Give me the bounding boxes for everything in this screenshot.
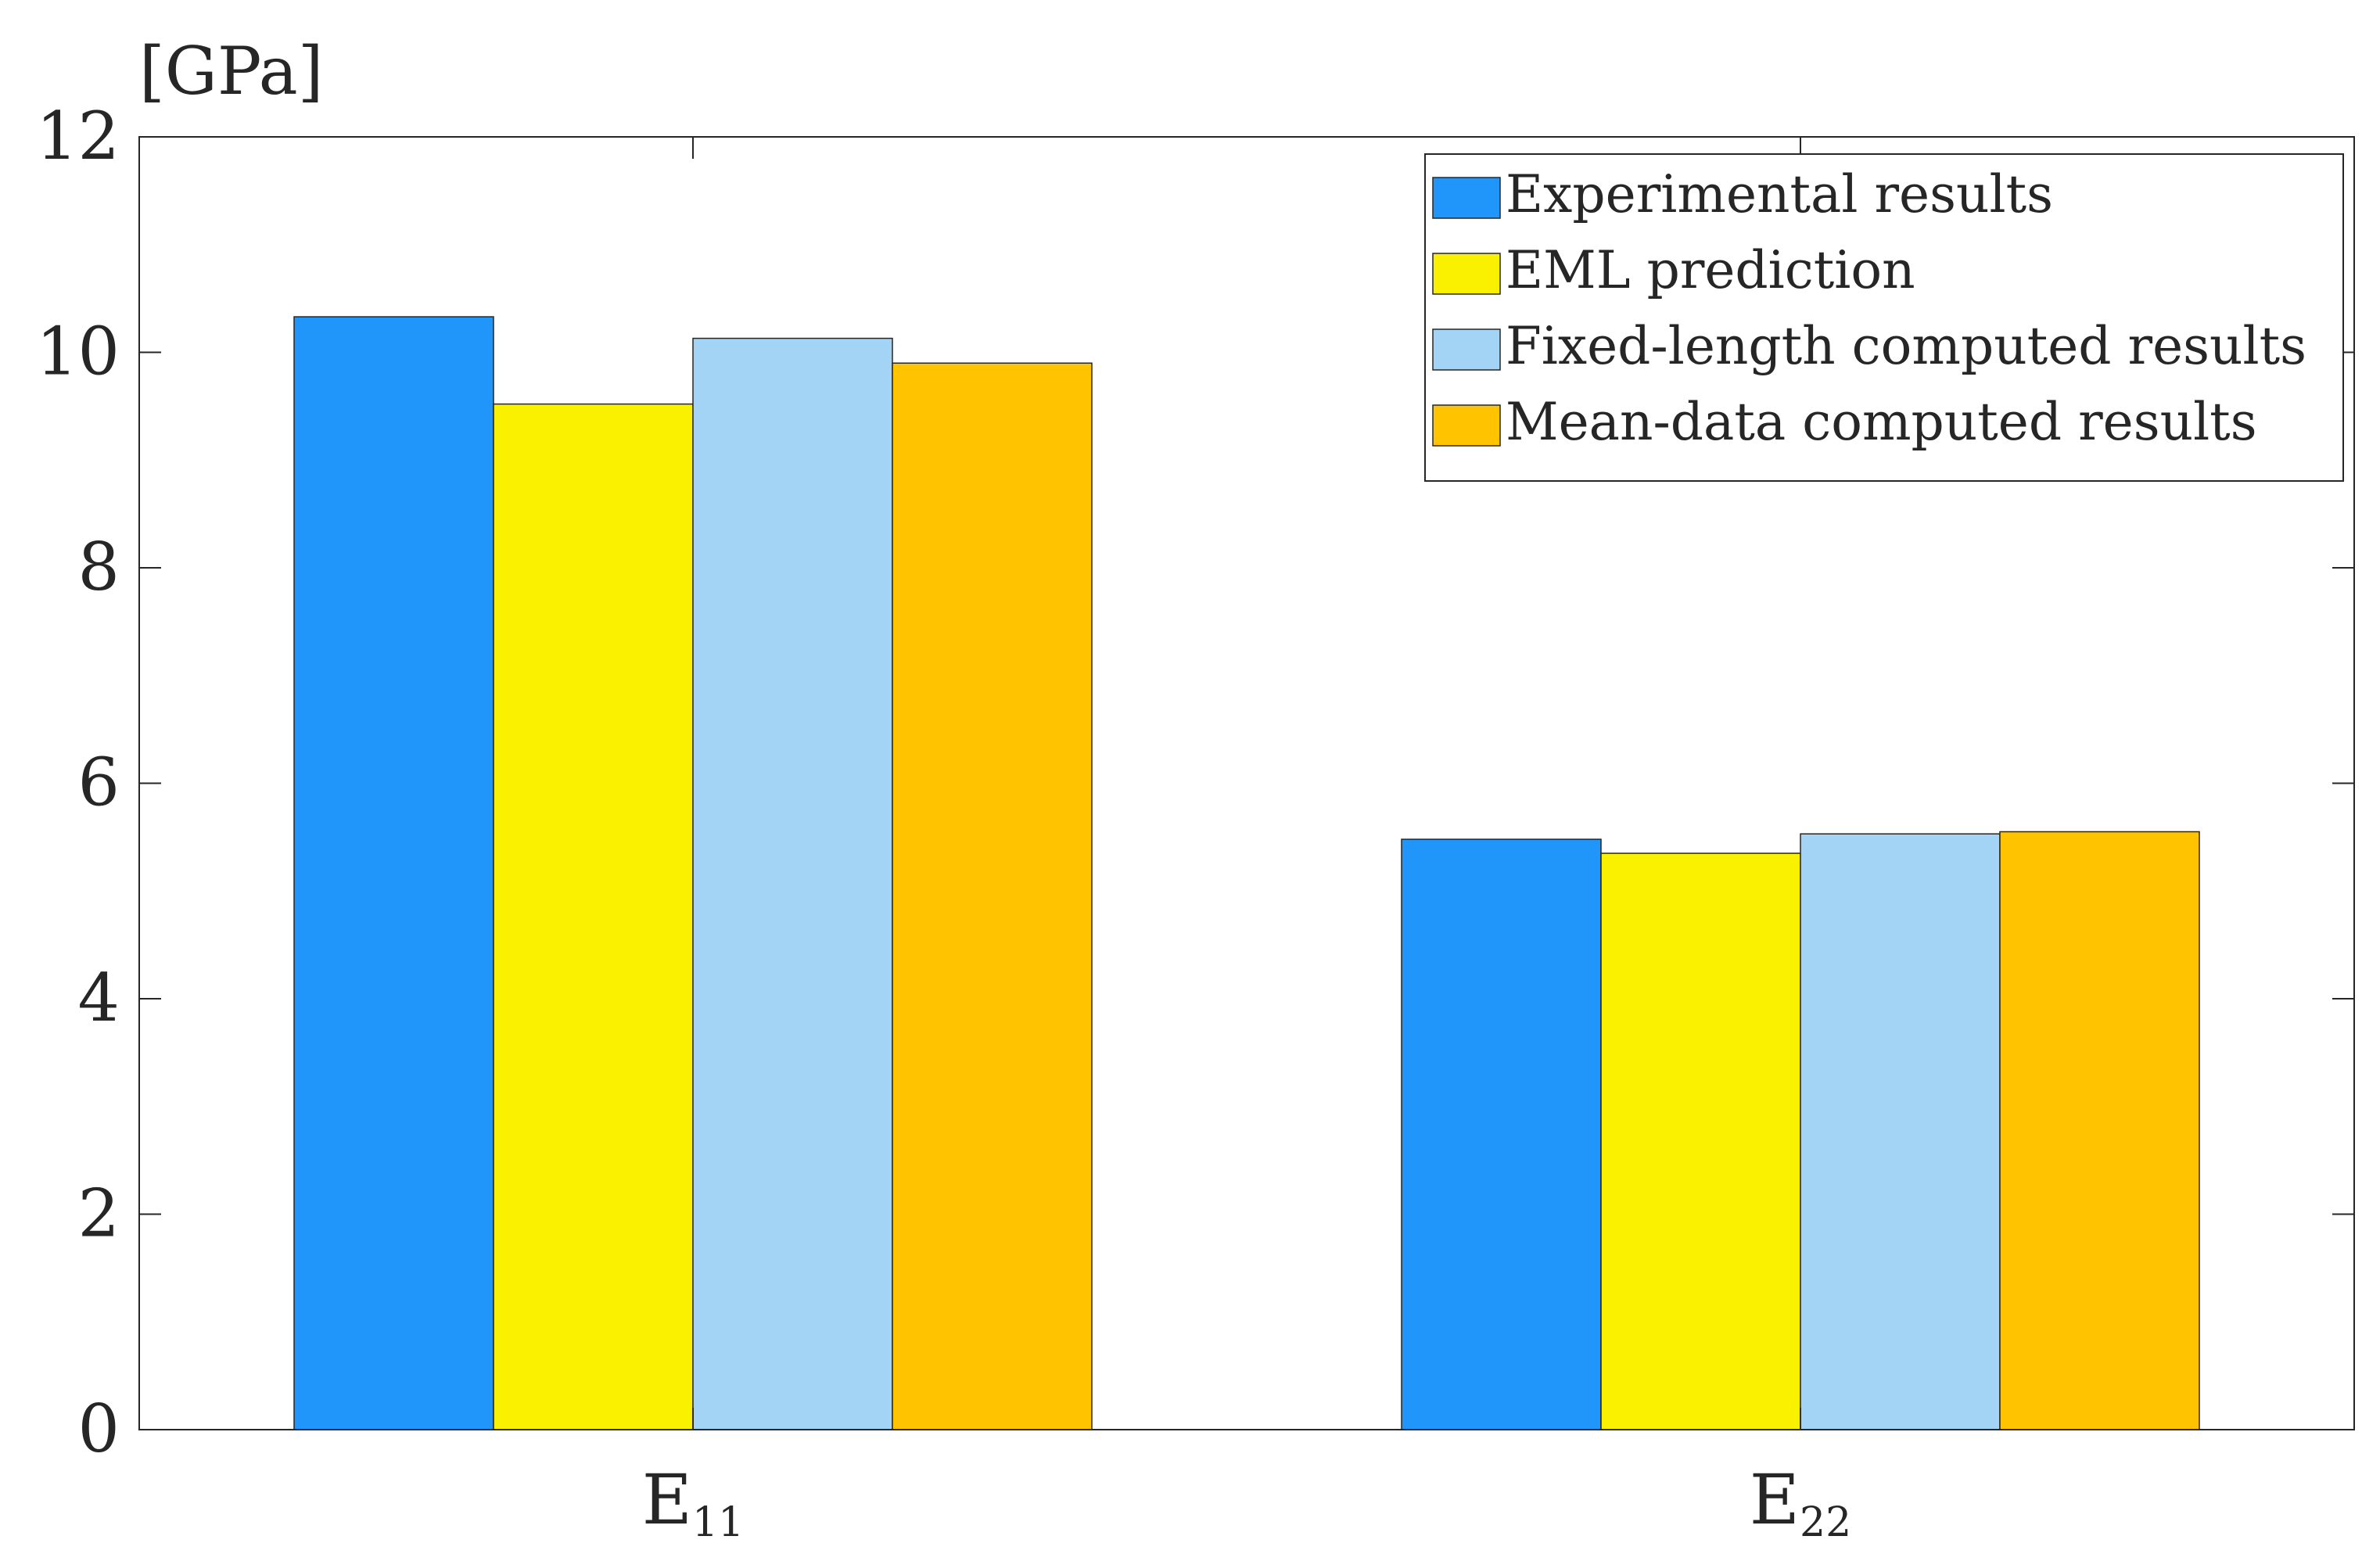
y-tick-label-4: 4 [78, 960, 120, 1036]
y-tick-label-2: 2 [78, 1175, 120, 1252]
legend-swatch-0 [1432, 177, 1501, 219]
x-tick-label-E11: E11 [642, 1459, 744, 1546]
legend: Experimental results EML prediction Fixed-… [1424, 153, 2344, 482]
x-tick-label-E22: E22 [1750, 1459, 1851, 1546]
bar-fixed-length-computed-results-E22 [1800, 833, 2001, 1430]
bar-experimental-results-E11 [293, 316, 494, 1430]
legend-swatch-1 [1432, 253, 1501, 295]
bar-mean-data-computed-results-E11 [892, 362, 1093, 1430]
y-axis-unit-label: [GPa] [139, 33, 323, 109]
bar-mean-data-computed-results-E22 [1999, 831, 2200, 1430]
legend-swatch-2 [1432, 328, 1501, 371]
x-tick-labels: E11 E22 [642, 1459, 1851, 1546]
legend-box [1424, 153, 2344, 482]
y-tick-label-6: 6 [78, 745, 120, 821]
bar-eml-prediction-E22 [1600, 852, 1801, 1430]
y-tick-label-0: 0 [78, 1391, 120, 1467]
legend-label-0: Experimental results [1506, 164, 2053, 224]
legend-label-1: EML prediction [1506, 240, 1915, 300]
bars-layer [293, 316, 2200, 1430]
legend-label-2: Fixed-length computed results [1506, 316, 2306, 376]
bar-fixed-length-computed-results-E11 [692, 337, 893, 1430]
y-tick-label-12: 12 [36, 98, 120, 174]
y-tick-labels: 0 2 4 6 8 10 12 [36, 98, 120, 1467]
bar-eml-prediction-E11 [493, 403, 694, 1430]
bar-experimental-results-E22 [1401, 838, 1602, 1430]
legend-label-3: Mean-data computed results [1506, 392, 2257, 452]
legend-swatch-3 [1432, 404, 1501, 447]
y-tick-label-8: 8 [78, 529, 120, 605]
y-tick-label-10: 10 [36, 314, 120, 390]
